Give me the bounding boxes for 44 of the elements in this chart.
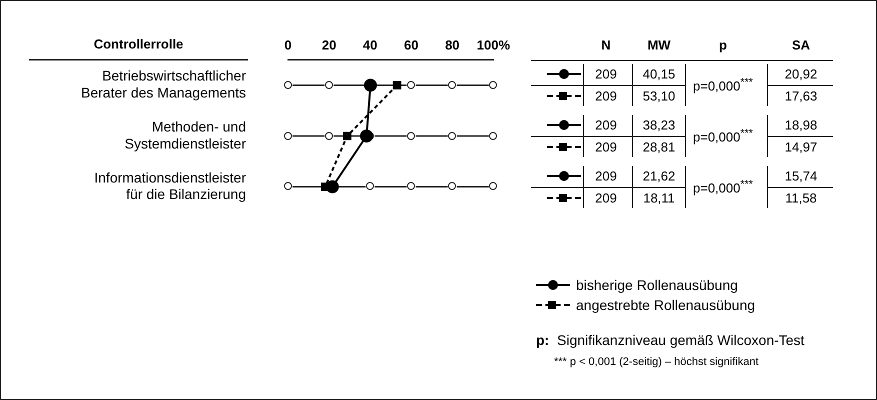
legend-label: bisherige Rollenausübung (576, 277, 738, 293)
x-tick-label: 40 (362, 38, 378, 53)
y-tick-label: Informationsdienstleister für die Bilanzierung (94, 169, 246, 202)
text: 53,10 (642, 88, 676, 104)
text: 11,58 (785, 190, 817, 206)
text: 17,63 (784, 88, 818, 104)
point (326, 180, 339, 194)
x-tick-label: 60 (404, 38, 418, 53)
text: 28,81 (642, 140, 676, 154)
text: 209 (595, 140, 617, 154)
x-tick-label: 100% (476, 38, 510, 53)
text: 209 (595, 168, 617, 184)
text: p (719, 38, 727, 52)
text: 21,62 (642, 168, 676, 184)
x-tick-label: 80 (445, 38, 460, 53)
x-tick-label: 20 (322, 38, 336, 53)
text: 14,97 (784, 140, 818, 154)
legend-label: angestrebte Rollenausübung (576, 297, 756, 313)
text: p=0,000$^{***}$ (692, 127, 754, 145)
text: 20,92 (784, 66, 818, 82)
text: 209 (595, 88, 617, 104)
text: MW (647, 38, 671, 52)
text: 209 (595, 190, 617, 206)
text: 18,11 (643, 190, 675, 206)
y-tick-label: Betriebswirtschaftlicher Berater des Managements (81, 68, 246, 100)
point (342, 132, 352, 140)
y-tick-label: Methoden- und Systemdienstleister (124, 118, 246, 152)
point (360, 130, 374, 142)
text: 15,74 (784, 168, 818, 184)
text: p: Signifikanzniveau gemäß Wilcoxon-Test (536, 332, 804, 348)
point (364, 78, 377, 92)
text: *** p < 0,001 (2-seitig) – höchst signifikant (554, 356, 759, 368)
text: 18,98 (784, 118, 818, 132)
text: 40,15 (642, 66, 676, 82)
point (392, 81, 402, 90)
text: SA (792, 38, 810, 52)
text: N (601, 38, 611, 52)
x-tick-label: 0 (284, 38, 292, 53)
text: 209 (595, 118, 617, 132)
text: 209 (595, 66, 617, 82)
text: p=0,000$^{***}$ (692, 178, 754, 196)
y-axis-title: Controllerrolle (94, 36, 184, 52)
text: p=0,000$^{***}$ (692, 76, 754, 94)
text: 38,23 (642, 118, 676, 132)
